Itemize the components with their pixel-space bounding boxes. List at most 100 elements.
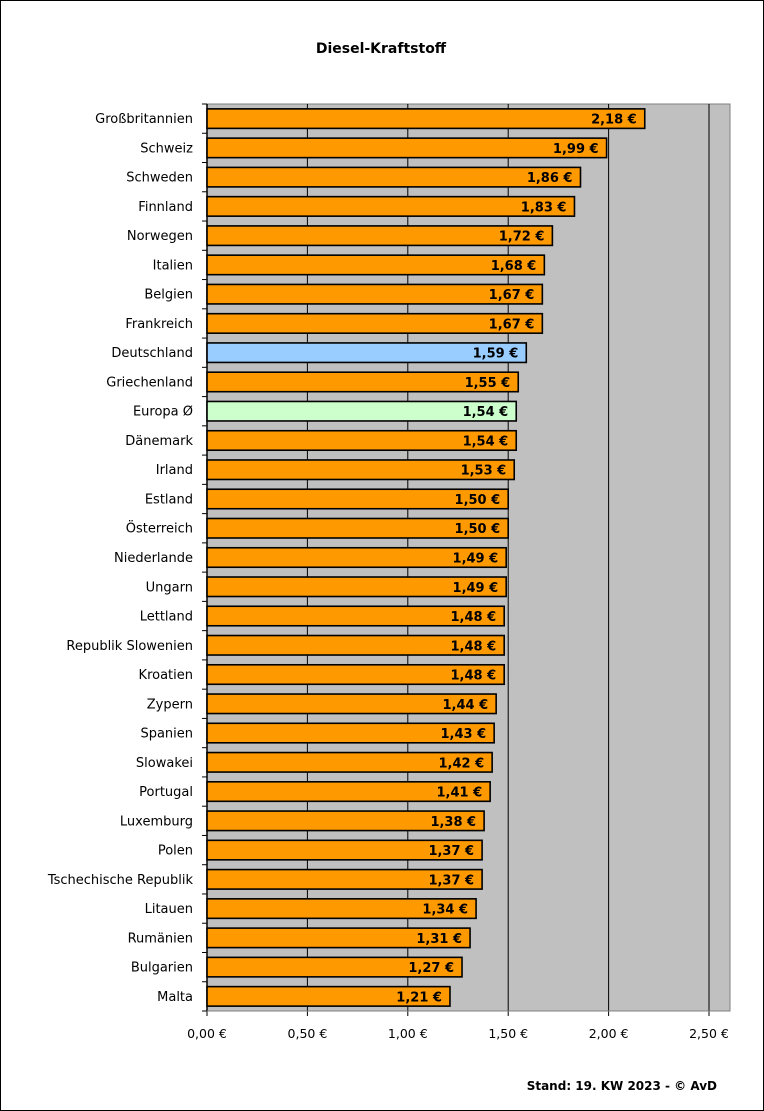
value-label: 1,44 € — [442, 698, 488, 713]
category-label: Republik Slowenien — [66, 639, 193, 654]
value-label: 1,67 € — [489, 288, 535, 303]
category-label: Niederlande — [114, 551, 193, 566]
category-label: Litauen — [145, 902, 193, 917]
category-label: Estland — [145, 492, 193, 507]
bar-bulgarien — [206, 956, 463, 978]
value-label: 1,21 € — [396, 990, 442, 1005]
category-label: Griechenland — [106, 375, 193, 390]
value-label: 1,34 € — [422, 903, 468, 918]
bar-frankreich — [206, 312, 544, 334]
bar-zypern — [206, 693, 497, 715]
bar-lettland — [206, 605, 505, 627]
footnote: Stand: 19. KW 2023 - © AvD — [527, 1079, 717, 1093]
bar-rumänien — [206, 927, 471, 949]
value-label: 1,27 € — [408, 961, 454, 976]
bar-ungarn — [206, 576, 507, 598]
bar-griechenland — [206, 371, 520, 393]
bar-deutschland — [206, 342, 528, 364]
value-label: 2,18 € — [591, 113, 637, 128]
value-label: 1,43 € — [440, 727, 486, 742]
category-label: Frankreich — [125, 317, 193, 332]
category-label: Tschechische Republik — [47, 873, 194, 888]
bar-niederlande — [206, 546, 507, 569]
bar-luxemburg — [206, 810, 485, 832]
category-label: Norwegen — [127, 229, 193, 244]
x-tick-label: 0,00 € — [187, 1026, 227, 1041]
category-label: Spanien — [140, 727, 193, 742]
x-tick-label: 2,00 € — [589, 1026, 629, 1041]
category-label: Österreich — [126, 520, 193, 537]
bar-norwegen — [206, 225, 554, 247]
x-tick-label: 0,50 € — [288, 1026, 328, 1041]
category-label: Schweiz — [140, 141, 193, 156]
category-label: Ungarn — [146, 580, 193, 595]
category-label: Luxemburg — [120, 814, 193, 829]
value-label: 1,48 € — [451, 610, 497, 625]
bar-tschechische-republik — [206, 868, 483, 890]
category-label: Europa Ø — [133, 405, 193, 420]
x-tick-label: 1,50 € — [488, 1026, 528, 1041]
bar-österreich — [206, 517, 510, 539]
value-label: 1,68 € — [491, 259, 537, 274]
bar-polen — [206, 839, 483, 861]
value-label: 1,49 € — [453, 581, 499, 596]
value-label: 1,49 € — [453, 552, 499, 567]
value-label: 1,37 € — [428, 873, 474, 888]
category-label: Belgien — [144, 288, 193, 303]
value-label: 1,72 € — [499, 230, 545, 245]
category-label: Irland — [156, 463, 193, 478]
category-label: Polen — [158, 844, 193, 859]
value-label: 1,48 € — [451, 639, 497, 654]
x-tick-label: 1,00 € — [388, 1026, 428, 1041]
bar-kroatien — [206, 663, 505, 686]
value-label: 1,31 € — [416, 932, 462, 947]
value-label: 1,59 € — [473, 347, 519, 362]
bar-irland — [206, 459, 516, 481]
bar-republik-slowenien — [206, 634, 505, 656]
value-label: 1,42 € — [438, 756, 484, 771]
bar-malta — [206, 985, 451, 1007]
bar-belgien — [206, 283, 544, 305]
value-label: 1,99 € — [553, 142, 599, 157]
category-label: Finnland — [138, 200, 193, 215]
bar-spanien — [206, 722, 495, 744]
bar-italien — [206, 254, 546, 276]
category-label: Zypern — [147, 697, 193, 712]
value-label: 1,83 € — [521, 200, 567, 215]
category-label: Lettland — [140, 610, 193, 625]
bar-schweiz — [206, 137, 608, 159]
category-label: Dänemark — [125, 434, 193, 449]
value-label: 1,50 € — [455, 493, 501, 508]
bar-dänemark — [206, 429, 518, 452]
category-label: Malta — [157, 990, 193, 1005]
category-label: Großbritannien — [95, 112, 193, 127]
chart-title: Diesel-Kraftstoff — [316, 41, 447, 57]
category-label: Slowakei — [136, 756, 193, 771]
x-tick-label: 2,50 € — [689, 1026, 729, 1041]
value-label: 1,50 € — [455, 522, 501, 537]
bar-europa- — [206, 400, 518, 422]
bar-finnland — [206, 195, 576, 217]
category-label: Schweden — [126, 171, 193, 186]
category-label: Kroatien — [139, 668, 193, 683]
value-label: 1,67 € — [489, 317, 535, 332]
value-label: 1,86 € — [527, 171, 573, 186]
category-label: Portugal — [139, 785, 193, 800]
value-label: 1,38 € — [430, 815, 476, 830]
value-label: 1,54 € — [463, 405, 509, 420]
value-label: 1,37 € — [428, 844, 474, 859]
value-label: 1,48 € — [451, 669, 497, 684]
value-label: 1,54 € — [463, 434, 509, 449]
value-label: 1,53 € — [461, 464, 507, 479]
category-label: Rumänien — [128, 931, 193, 946]
category-label: Deutschland — [111, 346, 193, 361]
value-label: 1,41 € — [436, 786, 482, 801]
bar-großbritannien — [206, 108, 646, 130]
value-label: 1,55 € — [465, 376, 511, 391]
bar-slowakei — [206, 751, 493, 773]
bar-portugal — [206, 781, 491, 803]
category-label: Italien — [153, 258, 193, 273]
bar-estland — [206, 488, 510, 510]
